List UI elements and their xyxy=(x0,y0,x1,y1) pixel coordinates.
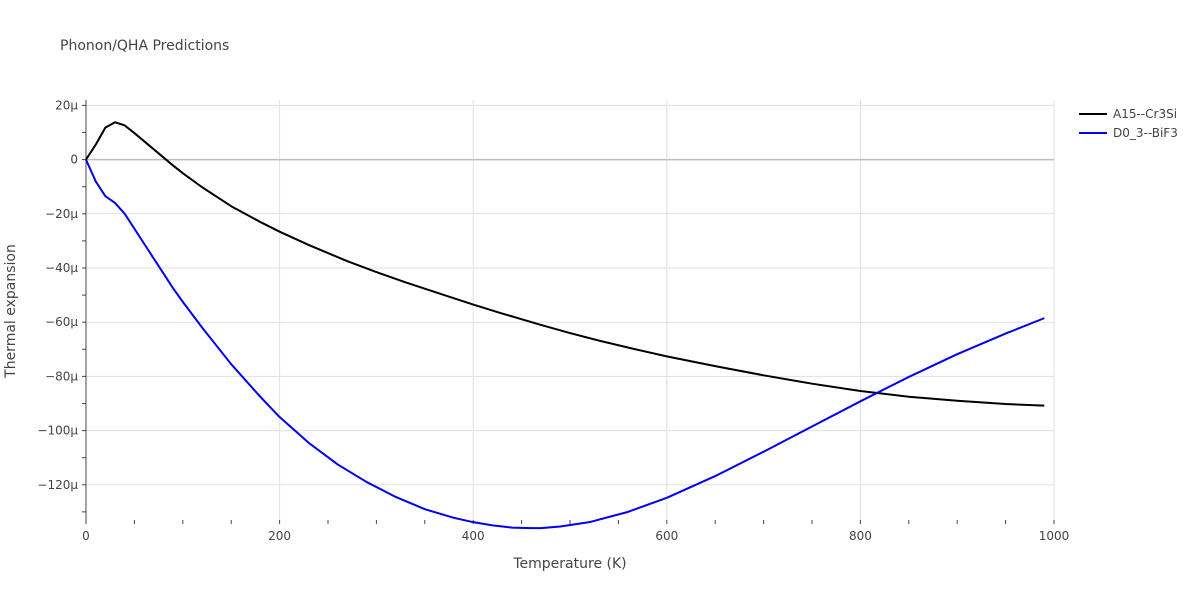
y-tick-label: −60μ xyxy=(45,315,78,329)
x-tick-label: 600 xyxy=(655,529,678,543)
legend-item-1[interactable]: A15--Cr3Si xyxy=(1079,107,1177,121)
x-tick-label: 400 xyxy=(462,529,485,543)
grid xyxy=(86,100,1055,520)
x-tick-label: 800 xyxy=(849,529,872,543)
y-tick-label: −100μ xyxy=(37,424,78,438)
chart-title: Phonon/QHA Predictions xyxy=(60,38,229,54)
y-tick-label: −40μ xyxy=(45,261,78,275)
y-axis-title: Thermal expansion xyxy=(3,244,19,379)
x-tick-label: 200 xyxy=(268,529,291,543)
axes: 0 200 400 600 800 1000 20μ 0 −20μ −40μ −60μ −80μ −10… xyxy=(37,98,1069,543)
legend-label: A15--Cr3Si xyxy=(1113,107,1177,121)
y-tick-label: −120μ xyxy=(37,478,78,492)
x-tick-label: 1000 xyxy=(1039,529,1070,543)
y-tick-label: −80μ xyxy=(45,369,78,383)
series-line-2 xyxy=(85,159,1045,530)
legend-item-2[interactable]: D0_3--BiF3 xyxy=(1079,126,1178,140)
series-line-1 xyxy=(85,121,1045,407)
legend-label: D0_3--BiF3 xyxy=(1113,126,1178,140)
series-layer xyxy=(85,121,1045,530)
x-axis-title: Temperature (K) xyxy=(512,556,626,572)
y-tick-label: −20μ xyxy=(45,207,78,221)
legend[interactable]: A15--Cr3Si D0_3--BiF3 xyxy=(1079,107,1178,140)
y-tick-label: 0 xyxy=(70,153,78,167)
y-tick-label: 20μ xyxy=(55,98,78,112)
x-tick-label: 0 xyxy=(82,529,90,543)
